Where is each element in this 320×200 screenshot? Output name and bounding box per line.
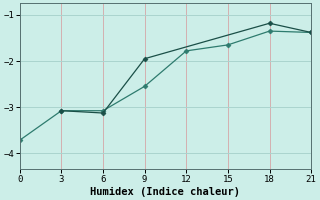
X-axis label: Humidex (Indice chaleur): Humidex (Indice chaleur) <box>91 186 240 197</box>
